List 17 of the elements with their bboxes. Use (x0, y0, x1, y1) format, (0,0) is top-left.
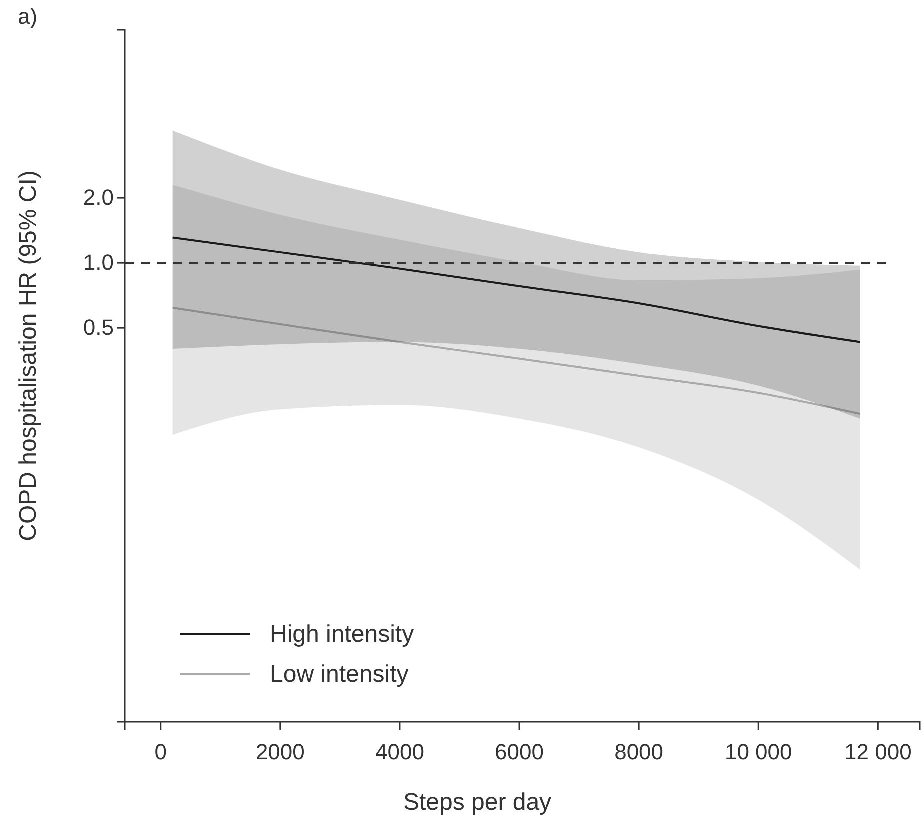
y-tick-label: 0.5 (83, 315, 114, 340)
x-tick-label: 2000 (256, 739, 305, 764)
x-tick-label: 10 000 (724, 739, 792, 764)
x-tick-label: 6000 (495, 739, 544, 764)
text: a) (18, 4, 38, 29)
x-tick-label: 12 000 (844, 739, 912, 764)
y-tick-label: 2.0 (83, 185, 114, 210)
x-tick-label: 4000 (375, 739, 424, 764)
legend-label: High intensity (270, 621, 414, 648)
y-tick-label: 1.0 (83, 250, 114, 276)
line-series (172, 306, 862, 416)
x-tick-label: 0 (154, 739, 167, 764)
line-series (172, 236, 862, 344)
x-tick-label: 8000 (614, 739, 664, 764)
y-axis-title: COPD hospitalisation HR (95% CI) (15, 170, 42, 542)
x-axis-title: Steps per day (403, 789, 552, 816)
legend-label: Low intensity (270, 661, 409, 688)
